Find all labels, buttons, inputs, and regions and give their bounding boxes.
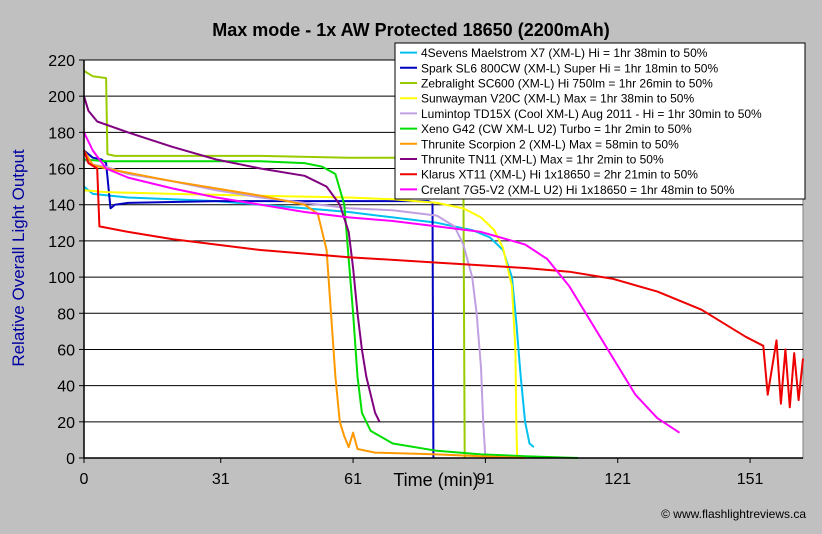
y-tick-label: 60 [57,342,75,359]
y-tick-label: 160 [48,162,75,179]
x-tick-label: 61 [344,471,362,488]
series-line-1 [83,185,535,448]
y-axis-label: Relative Overall Light Output [9,149,28,367]
y-tick-label: 220 [48,53,75,70]
x-axis-label: Time (min) [393,470,478,490]
legend-box [394,42,806,200]
y-tick-label: 20 [57,415,75,432]
chart-title: Max mode - 1x AW Protected 18650 (2200mA… [212,20,609,40]
x-tick-label: 31 [212,471,230,488]
credit-text: © www.flashlightreviews.ca [661,507,806,521]
y-tick-label: 120 [48,234,75,251]
x-tick-label: 151 [737,471,764,488]
axes: 0 20 40 60 80 100 120 140 160 180 200 220 0 31 61 91 121… [48,53,803,488]
series-line-9 [83,150,804,409]
x-tick-label: 0 [80,471,89,488]
legend-label: 4Sevens Maelstrom X7 (XM-L) Hi = 1hr 38m… [421,46,708,60]
legend-label: Klarus XT11 (XM-L) Hi 1x18650 = 2hr 21mi… [421,168,698,182]
legend-label: Thrunite Scorpion 2 (XM-L) Max = 58min t… [421,137,679,151]
series-line-6 [83,158,579,459]
series-line-10 [83,131,681,434]
y-tick-label: 140 [48,198,75,215]
y-tick-label: 0 [66,451,75,468]
legend-label: Spark SL6 800CW (XM-L) Super Hi = 1hr 18… [421,61,718,75]
legend-label: Thrunite TN11 (XM-L) Max = 1hr 2min to 5… [421,153,664,167]
series-line-7 [83,149,526,459]
legend: 4Sevens Maelstrom X7 (XM-L) Hi = 1hr 38m… [394,42,806,200]
x-tick-label: 91 [477,471,495,488]
series-lines [83,70,804,459]
series-line-8 [83,95,381,423]
y-tick-label: 40 [57,379,75,396]
series-line-2 [83,149,435,459]
legend-label: Crelant 7G5-V2 (XM-L U2) Hi 1x18650 = 1h… [421,183,735,197]
legend-label: Sunwayman V20C (XM-L) Max = 1hr 38min to… [421,92,694,106]
y-tick-label: 80 [57,306,75,323]
x-tick-label: 121 [604,471,631,488]
legend-label: Zebralight SC600 (XM-L) Hi 750lm = 1hr 2… [421,77,713,91]
y-tick-label: 180 [48,125,75,142]
y-tick-label: 200 [48,89,75,106]
y-tick-label: 100 [48,270,75,287]
legend-label: Xeno G42 (CW XM-L U2) Turbo = 1hr 2min t… [421,122,692,136]
legend-label: Lumintop TD15X (Cool XM-L) Aug 2011 - Hi… [421,107,762,121]
